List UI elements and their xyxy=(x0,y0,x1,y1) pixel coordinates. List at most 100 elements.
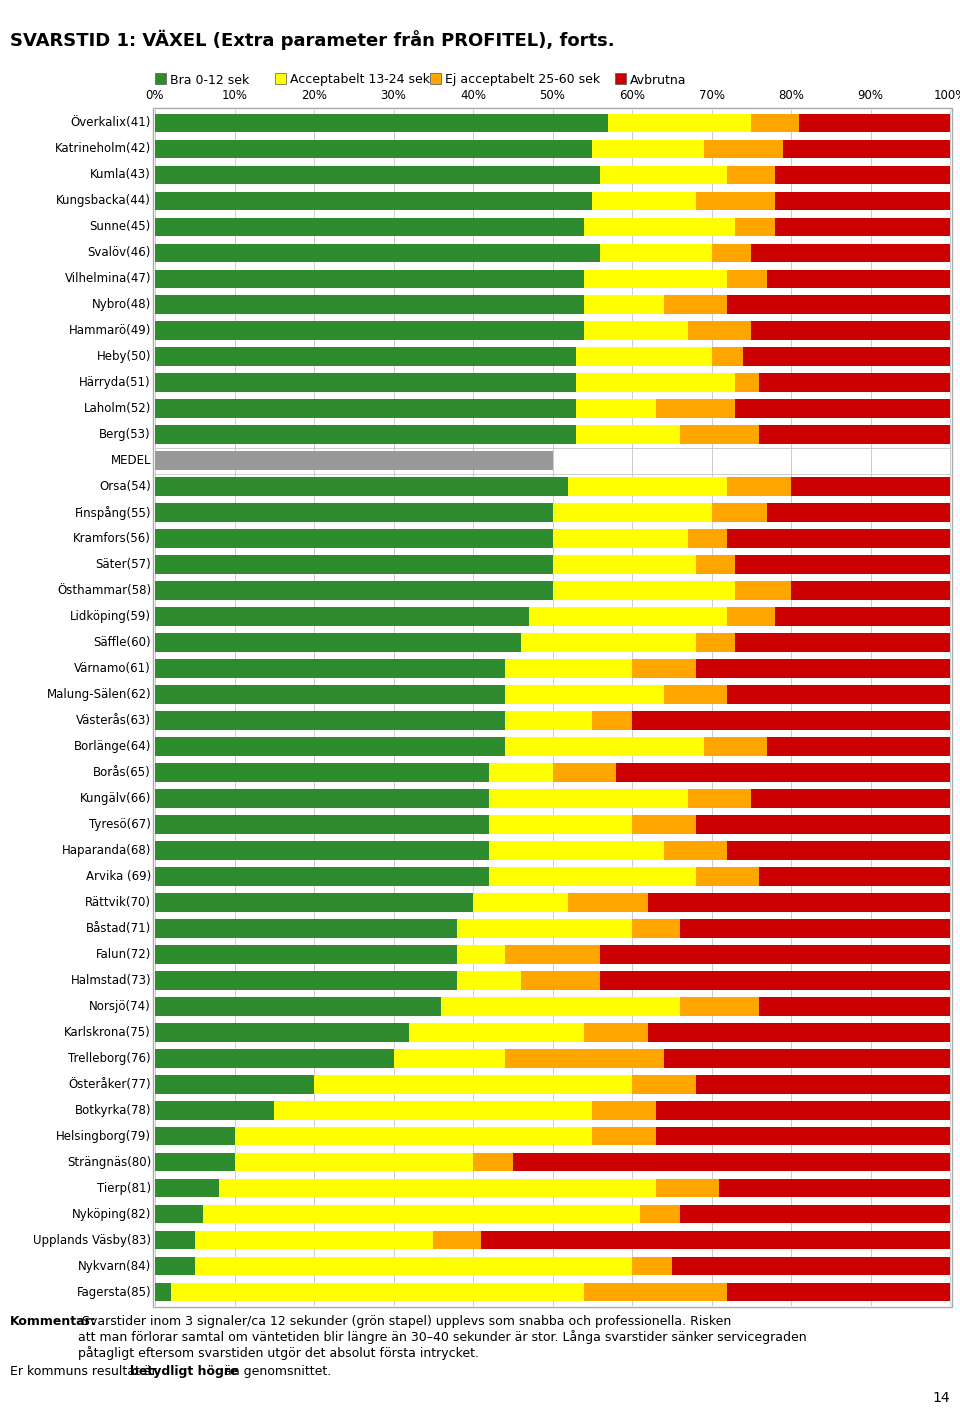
Bar xyxy=(155,530,553,548)
Bar xyxy=(234,1153,473,1172)
Bar xyxy=(680,997,759,1015)
Bar xyxy=(728,1282,950,1301)
Text: Västerås(63): Västerås(63) xyxy=(76,714,151,727)
Bar xyxy=(663,841,728,859)
Bar xyxy=(409,1022,585,1042)
Bar xyxy=(275,1100,592,1119)
Text: Kungälv(66): Kungälv(66) xyxy=(80,792,151,805)
Bar xyxy=(155,1179,219,1197)
Bar xyxy=(505,659,632,677)
Bar xyxy=(155,711,505,730)
Text: 0%: 0% xyxy=(146,89,164,102)
Text: 80%: 80% xyxy=(778,89,804,102)
Bar xyxy=(735,633,950,652)
Bar xyxy=(155,1075,314,1093)
Bar xyxy=(775,217,950,236)
Text: 30%: 30% xyxy=(380,89,406,102)
Bar xyxy=(752,243,950,263)
Bar xyxy=(600,971,950,990)
Bar xyxy=(553,581,735,599)
Bar xyxy=(219,1179,656,1197)
Bar xyxy=(696,192,775,210)
Bar xyxy=(505,1049,663,1068)
Bar xyxy=(155,971,457,990)
Bar xyxy=(743,348,950,366)
Text: Halmstad(73): Halmstad(73) xyxy=(70,974,151,987)
Bar xyxy=(576,348,711,366)
Bar xyxy=(767,737,950,755)
Bar xyxy=(704,139,783,158)
Bar xyxy=(735,555,950,574)
Bar xyxy=(656,399,735,417)
Bar xyxy=(585,217,735,236)
Text: Kumla(43): Kumla(43) xyxy=(90,169,151,182)
Text: än genomsnittet.: än genomsnittet. xyxy=(220,1365,331,1377)
Bar xyxy=(576,373,735,392)
Bar xyxy=(489,790,687,808)
Bar xyxy=(632,815,696,834)
Text: Säffle(60): Säffle(60) xyxy=(93,636,151,649)
Bar xyxy=(155,944,457,964)
Bar xyxy=(155,555,553,574)
Bar xyxy=(155,737,505,755)
Bar xyxy=(680,1204,950,1224)
Text: Trelleborg(76): Trelleborg(76) xyxy=(68,1052,151,1065)
Bar xyxy=(585,321,687,341)
Text: Vilhelmina(47): Vilhelmina(47) xyxy=(64,273,151,285)
Bar xyxy=(155,114,608,132)
Bar xyxy=(505,737,704,755)
Bar xyxy=(568,893,648,912)
Text: Karlskrona(75): Karlskrona(75) xyxy=(64,1025,151,1038)
Bar xyxy=(155,815,489,834)
Bar xyxy=(155,1257,195,1275)
Bar xyxy=(155,1100,275,1119)
Text: Berg(53): Berg(53) xyxy=(100,429,151,442)
Bar xyxy=(600,243,711,263)
Bar xyxy=(752,114,799,132)
Bar xyxy=(632,1257,672,1275)
Bar xyxy=(775,192,950,210)
Text: Haparanda(68): Haparanda(68) xyxy=(61,843,151,856)
Bar xyxy=(433,1231,481,1250)
Bar xyxy=(155,295,585,314)
Text: Tierp(81): Tierp(81) xyxy=(97,1181,151,1194)
Bar xyxy=(696,868,759,886)
Text: Rättvik(70): Rättvik(70) xyxy=(85,896,151,909)
Text: 20%: 20% xyxy=(301,89,327,102)
Text: Botkyrka(78): Botkyrka(78) xyxy=(75,1103,151,1116)
Bar xyxy=(155,217,585,236)
Bar xyxy=(155,270,585,288)
Bar xyxy=(234,1127,592,1146)
Bar xyxy=(592,192,696,210)
Bar xyxy=(728,841,950,859)
Bar xyxy=(520,633,696,652)
Bar xyxy=(457,971,520,990)
Bar xyxy=(505,711,592,730)
Bar xyxy=(553,530,687,548)
Bar xyxy=(155,348,576,366)
Bar xyxy=(153,108,952,1306)
Bar xyxy=(505,686,663,704)
Text: MEDEL: MEDEL xyxy=(110,454,151,467)
Text: Avbrutna: Avbrutna xyxy=(630,74,686,87)
Text: Finspång(55): Finspång(55) xyxy=(75,506,151,520)
Text: Norsjö(74): Norsjö(74) xyxy=(89,1000,151,1012)
Bar xyxy=(155,1231,195,1250)
Text: Kungsbacka(44): Kungsbacka(44) xyxy=(56,195,151,207)
Bar xyxy=(728,477,791,496)
Text: Laholm(52): Laholm(52) xyxy=(84,402,151,415)
Bar xyxy=(568,477,728,496)
Bar xyxy=(696,659,950,677)
Bar xyxy=(171,1282,585,1301)
Text: Svalöv(46): Svalöv(46) xyxy=(87,247,151,260)
Bar xyxy=(616,763,950,782)
Bar xyxy=(576,399,656,417)
Text: 14: 14 xyxy=(932,1392,950,1404)
Bar xyxy=(600,166,728,185)
Bar xyxy=(735,373,759,392)
Bar xyxy=(442,997,680,1015)
Text: Malung-Sälen(62): Malung-Sälen(62) xyxy=(46,689,151,701)
Bar xyxy=(656,1100,950,1119)
Text: Katrineholm(42): Katrineholm(42) xyxy=(55,142,151,155)
Bar xyxy=(553,555,696,574)
